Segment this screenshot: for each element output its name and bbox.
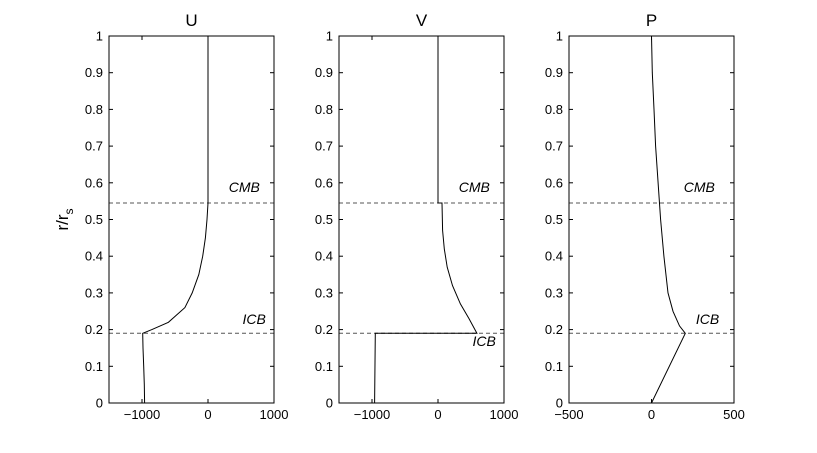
panel-u: 0 0.1 0.2 0.3 0.4 0.5 0.6 0.7 0.8 0.9 1 −1000 0 1000 U…	[53, 11, 288, 422]
y-tick-label: 0.8	[85, 102, 103, 117]
y-tick-label: 0.5	[315, 212, 333, 227]
y-tick-label: 0.4	[545, 249, 563, 264]
y-tick-label: 0.9	[545, 65, 563, 80]
x-tick-label: 0	[648, 407, 655, 422]
y-tick-label: 0.3	[545, 285, 563, 300]
y-axis-label: r/rs	[53, 208, 76, 230]
y-tick-label: 0	[556, 396, 563, 411]
y-tick-label: 0.1	[85, 359, 103, 374]
panel-title: V	[416, 11, 428, 30]
axes-frame	[108, 35, 275, 404]
x-tick-label: −1000	[354, 407, 391, 422]
annotation-cmb: CMB	[229, 179, 260, 195]
annotation-icb: ICB	[473, 333, 496, 349]
annotation-icb: ICB	[243, 311, 266, 327]
series-line-p	[651, 35, 686, 404]
y-tick-label: 0.6	[315, 175, 333, 190]
y-tick-label: 0.2	[85, 322, 103, 337]
annotation-cmb: CMB	[684, 179, 715, 195]
panel-p: 00.10.20.30.40.50.60.70.80.91−500 0 500PCM…	[545, 11, 745, 422]
y-tick-label: 0.9	[315, 65, 333, 80]
y-tick-label: 0.5	[545, 212, 563, 227]
y-tick-label: 0.2	[545, 322, 563, 337]
x-tick-label: 1000	[260, 407, 289, 422]
series-line-u	[142, 36, 209, 404]
y-tick-label: 0.6	[85, 175, 103, 190]
axes-frame	[568, 35, 735, 404]
y-tick-label: 0.7	[85, 139, 103, 154]
y-tick-label: 0.2	[315, 322, 333, 337]
x-tick-label: 500	[723, 407, 745, 422]
y-tick-label: 0.8	[315, 102, 333, 117]
y-tick-label: 0.4	[315, 249, 333, 264]
x-tick-label: 0	[204, 407, 211, 422]
y-tick-label: 0.7	[315, 139, 333, 154]
x-tick-label: −500	[554, 407, 583, 422]
annotation-cmb: CMB	[459, 179, 490, 195]
y-tick-label: 0.3	[315, 285, 333, 300]
x-tick-label: 0	[434, 407, 441, 422]
panel-title: P	[646, 11, 657, 30]
y-tick-label: 0.3	[85, 285, 103, 300]
y-tick-label: 1	[326, 29, 333, 44]
y-tick-label: 0	[96, 396, 103, 411]
y-tick-label: 0.5	[85, 212, 103, 227]
y-tick-label: 0.7	[545, 139, 563, 154]
y-tick-label: 0.8	[545, 102, 563, 117]
series-line-v	[374, 36, 478, 404]
y-tick-label: 1	[556, 29, 563, 44]
x-tick-label: −1000	[124, 407, 161, 422]
y-tick-label: 0	[326, 396, 333, 411]
annotation-icb: ICB	[696, 311, 719, 327]
x-tick-label: 1000	[490, 407, 519, 422]
y-tick-label: 0.6	[545, 175, 563, 190]
y-tick-label: 0.1	[545, 359, 563, 374]
y-tick-label: 0.9	[85, 65, 103, 80]
y-tick-label: 0.1	[315, 359, 333, 374]
y-tick-label: 0.4	[85, 249, 103, 264]
panel-title: U	[185, 11, 197, 30]
y-tick-label: 1	[96, 29, 103, 44]
panel-v: 0 0.1 0.2 0.3 0.4 0.5 0.6 0.7 0.8 0.9 1 −1000 0 1000 V…	[315, 11, 519, 422]
